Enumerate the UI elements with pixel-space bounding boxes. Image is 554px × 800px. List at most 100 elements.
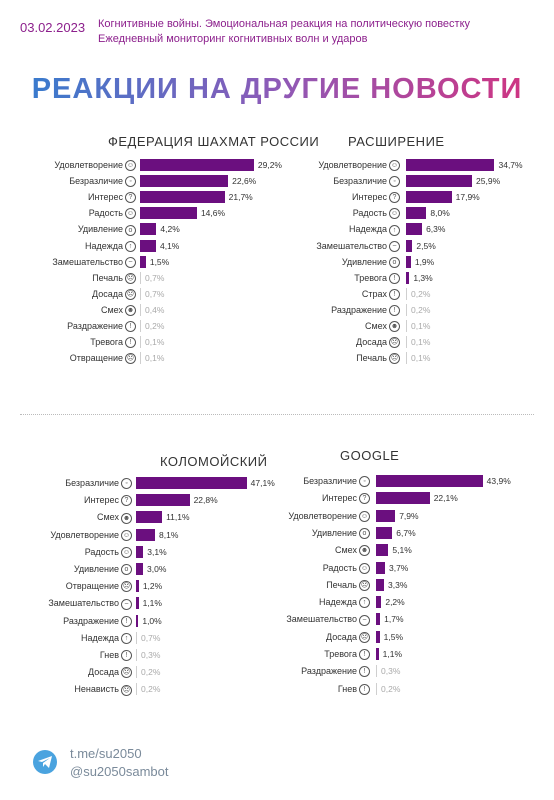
- emotion-icon: !: [125, 337, 136, 349]
- category-label: Интерес?: [20, 493, 132, 507]
- category-label: Смех ☻: [270, 543, 370, 557]
- telegram-icon[interactable]: [33, 750, 57, 774]
- value-label: 3,3%: [388, 579, 408, 590]
- section-divider: [20, 414, 534, 415]
- emotion-icon: ◦: [389, 176, 400, 188]
- bar: [136, 666, 137, 679]
- category-label: Смех ☻: [290, 319, 400, 333]
- category-text: Интерес: [322, 493, 357, 504]
- value-label: 0,1%: [145, 337, 165, 348]
- category-label: Досада ☹: [20, 665, 132, 679]
- category-label: Смех ☻: [20, 510, 132, 524]
- bar: [140, 175, 229, 188]
- category-text: Удивление: [73, 564, 119, 574]
- bar-row: Надежда ↑ 6,3%: [290, 222, 554, 236]
- chart-title: РАСШИРЕНИЕ: [348, 134, 445, 149]
- chart-title: КОЛОМОЙСКИЙ: [160, 454, 268, 469]
- category-text: Досада: [356, 337, 387, 348]
- bar-row: Замешательство ~1,5%: [20, 255, 290, 269]
- value-label: 0,2%: [145, 321, 165, 331]
- bar: [140, 239, 156, 252]
- category-text: Гнев: [99, 650, 119, 660]
- category-label: Отвращение ☹: [20, 351, 136, 365]
- category-text: Надежда: [319, 597, 357, 608]
- value-label: 0,2%: [141, 684, 161, 695]
- value-label: 3,7%: [388, 562, 409, 573]
- category-text: Надежда: [81, 632, 119, 643]
- category-text: Удивление: [311, 527, 357, 538]
- bar-row: Печаль ☹ 0,7%: [20, 271, 290, 285]
- emotion-icon: ☹: [125, 288, 136, 300]
- value-label: 0,1%: [145, 353, 165, 364]
- bar: [136, 511, 163, 524]
- value-label: 29,2%: [257, 160, 282, 170]
- emotion-icon: ☺: [125, 160, 136, 172]
- bar-row: Раздражение! 1,0%: [20, 614, 290, 628]
- bar: [406, 287, 407, 300]
- value-label: 22,8%: [193, 495, 218, 506]
- bar-row: Тревога! 0,1%: [20, 335, 290, 349]
- bar: [376, 475, 483, 487]
- value-label: 1,2%: [142, 581, 163, 592]
- bar-row: Смех ☻ 5,1%: [270, 543, 540, 557]
- bar: [136, 649, 137, 661]
- emotion-icon: ☹: [389, 337, 400, 349]
- bar: [140, 287, 141, 300]
- category-text: Смех: [101, 304, 123, 315]
- category-label: Надежда ↑: [270, 595, 370, 609]
- category-text: Удовлетворение: [318, 160, 387, 170]
- report-date: 03.02.2023: [20, 20, 86, 35]
- telegram-channel-link[interactable]: t.me/su2050: [70, 746, 142, 761]
- bar-row: Удивление o 4,2%: [20, 222, 290, 236]
- bar: [376, 665, 377, 678]
- category-text: Смех: [365, 321, 387, 331]
- bar-row: Удивление o 6,7%: [270, 526, 540, 540]
- value-label: 25,9%: [476, 176, 501, 187]
- bar: [376, 526, 393, 539]
- category-text: Надежда: [349, 224, 387, 235]
- category-text: Безразличие: [303, 476, 357, 486]
- telegram-bot-handle[interactable]: @su2050sambot: [70, 764, 169, 779]
- emotion-icon: ?: [359, 493, 370, 505]
- chart-title: GOOGLE: [340, 448, 400, 463]
- bar-row: Замешательство ~2,5%: [290, 239, 554, 253]
- value-label: 1,7%: [384, 614, 404, 625]
- bar: [376, 613, 381, 626]
- category-label: Радость ☺: [290, 206, 400, 220]
- value-label: 21,7%: [228, 192, 253, 203]
- category-label: Досада ☹: [20, 287, 136, 301]
- category-label: Интерес?: [20, 190, 136, 204]
- value-label: 8,1%: [159, 529, 179, 540]
- category-text: Радость: [88, 208, 123, 219]
- category-label: Безразличие ◦: [20, 476, 132, 490]
- emotion-icon: ~: [359, 614, 370, 626]
- bar: [136, 580, 139, 593]
- emotion-icon: o: [125, 224, 136, 236]
- bar-row: Интерес? 21,7%: [20, 190, 290, 204]
- category-text: Досада: [88, 667, 119, 678]
- bar-row: Радость ☺ 3,1%: [20, 545, 290, 559]
- emotion-icon: !: [389, 288, 400, 300]
- emotion-icon: ☺: [125, 208, 136, 220]
- value-label: 0,2%: [381, 683, 401, 694]
- bar-row: Отвращение ☹ 1,2%: [20, 579, 290, 593]
- bar-row: Безразличие ◦ 25,9%: [290, 174, 554, 188]
- category-text: Замешательство: [316, 240, 387, 251]
- category-text: Удовлетворение: [54, 160, 123, 170]
- category-text: Досада: [326, 631, 357, 642]
- category-label: Тревога!: [20, 335, 136, 349]
- bar: [406, 207, 427, 220]
- chart-google: GOOGLE Безразличие ◦ 43,9% Интерес? 22,1% Удов…: [270, 448, 540, 709]
- category-text: Интерес: [84, 495, 119, 506]
- bar: [140, 223, 157, 236]
- bar-row: Досада ☹ 0,7%: [20, 287, 290, 301]
- category-label: Безразличие ◦: [290, 174, 400, 188]
- category-text: Удивление: [341, 256, 387, 267]
- category-label: Радость ☺: [270, 561, 370, 575]
- category-text: Замешательство: [48, 598, 119, 609]
- emotion-icon: ↑: [389, 224, 400, 236]
- bar: [406, 191, 452, 204]
- value-label: 0,1%: [411, 321, 431, 331]
- bar-row: Надежда ↑ 0,7%: [20, 631, 290, 645]
- emotion-icon: ☹: [389, 353, 400, 365]
